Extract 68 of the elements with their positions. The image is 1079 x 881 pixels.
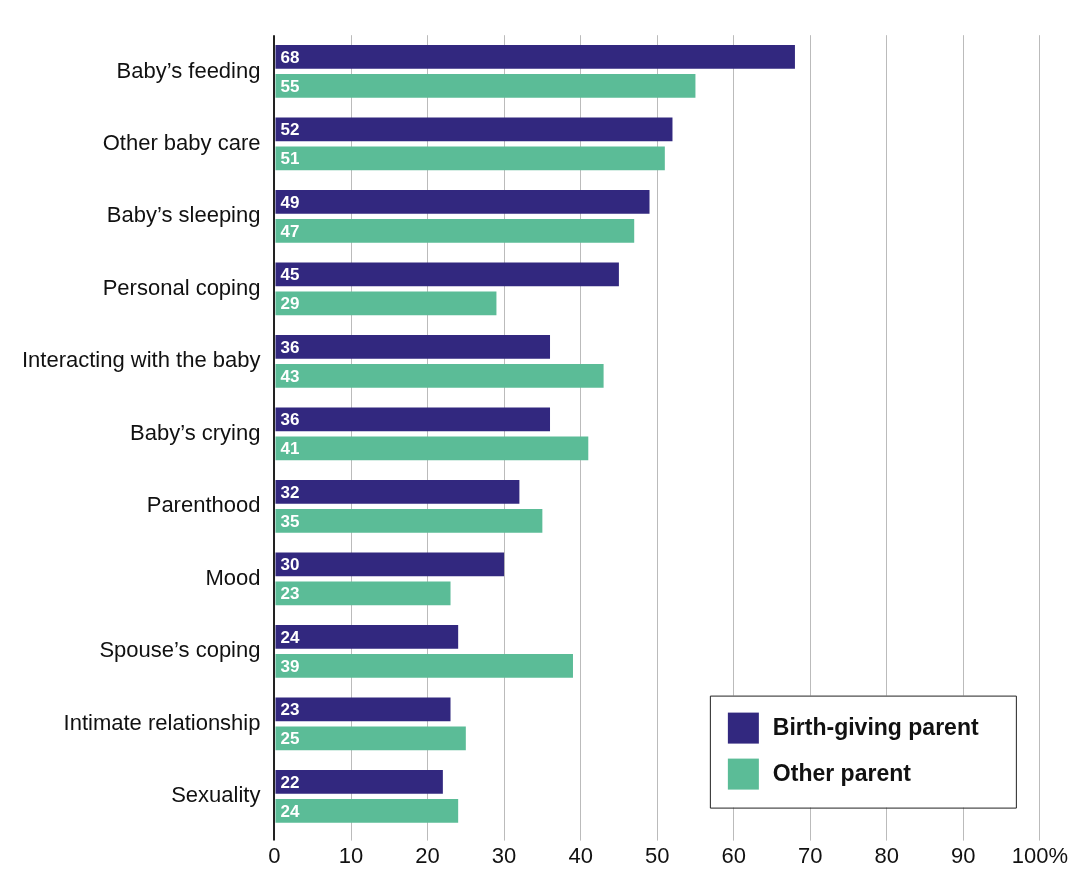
y-tick-label: Baby’s sleeping bbox=[106, 202, 261, 228]
data-label: 32 bbox=[280, 482, 300, 502]
x-tick-label: 40 bbox=[568, 842, 593, 868]
data-label: 22 bbox=[280, 772, 300, 792]
bar bbox=[275, 146, 665, 171]
y-tick-label: Interacting with the baby bbox=[21, 347, 261, 373]
data-label: 45 bbox=[280, 265, 300, 285]
bar bbox=[275, 552, 505, 577]
bar bbox=[275, 436, 589, 461]
x-tick-label: 70 bbox=[798, 842, 823, 868]
bar bbox=[275, 798, 459, 823]
x-tick-label: 10 bbox=[338, 842, 364, 868]
data-label: 47 bbox=[280, 221, 300, 241]
bar bbox=[275, 190, 650, 214]
bar bbox=[275, 262, 619, 287]
x-tick-label: 90 bbox=[951, 842, 976, 868]
y-tick-label: Intimate relationship bbox=[63, 709, 261, 735]
x-tick-label: 20 bbox=[415, 842, 440, 868]
bar bbox=[275, 45, 795, 69]
y-tick-label: Baby’s crying bbox=[130, 419, 261, 445]
data-label: 23 bbox=[280, 700, 300, 720]
data-label: 24 bbox=[280, 627, 300, 647]
bar bbox=[275, 769, 443, 794]
data-label: 51 bbox=[280, 149, 300, 169]
data-label: 52 bbox=[280, 120, 300, 140]
bar bbox=[275, 480, 520, 504]
data-label: 30 bbox=[280, 555, 300, 575]
bar bbox=[275, 364, 604, 388]
x-tick-label: 100% bbox=[1011, 842, 1069, 868]
data-label: 24 bbox=[280, 801, 300, 821]
data-label: 55 bbox=[280, 76, 300, 96]
legend-label: Other parent bbox=[772, 759, 912, 786]
bar bbox=[275, 291, 497, 316]
x-tick-label: 80 bbox=[874, 842, 900, 868]
x-tick-label: 0 bbox=[268, 842, 281, 868]
data-label: 41 bbox=[280, 439, 300, 459]
data-label: 36 bbox=[280, 337, 300, 357]
bar bbox=[275, 697, 451, 722]
data-label: 25 bbox=[280, 729, 300, 749]
bar bbox=[275, 653, 573, 678]
bar bbox=[275, 624, 459, 649]
data-label: 36 bbox=[280, 410, 300, 430]
bar bbox=[275, 726, 466, 751]
bar bbox=[275, 117, 673, 142]
bar bbox=[275, 407, 551, 432]
bar bbox=[275, 74, 696, 98]
x-tick-label: 60 bbox=[721, 842, 746, 868]
bar bbox=[275, 581, 451, 606]
y-tick-label: Baby’s feeding bbox=[116, 57, 261, 83]
data-label: 68 bbox=[280, 47, 300, 67]
x-tick-label: 50 bbox=[644, 842, 670, 868]
bar bbox=[275, 219, 635, 243]
data-label: 39 bbox=[280, 656, 300, 676]
y-tick-label: Parenthood bbox=[146, 492, 261, 518]
x-tick-label: 30 bbox=[491, 842, 517, 868]
data-label: 29 bbox=[280, 294, 300, 314]
y-tick-label: Personal coping bbox=[102, 274, 261, 300]
data-label: 23 bbox=[280, 584, 300, 604]
bar bbox=[275, 509, 543, 533]
y-tick-label: Spouse’s coping bbox=[99, 637, 261, 663]
data-label: 49 bbox=[280, 192, 300, 212]
y-tick-label: Other baby care bbox=[102, 130, 261, 155]
data-label: 43 bbox=[280, 366, 300, 386]
y-tick-label: Mood bbox=[205, 564, 261, 590]
y-tick-label: Sexuality bbox=[171, 782, 261, 808]
bar bbox=[275, 335, 551, 359]
legend-label: Birth-giving parent bbox=[772, 713, 979, 740]
data-label: 35 bbox=[280, 511, 300, 531]
